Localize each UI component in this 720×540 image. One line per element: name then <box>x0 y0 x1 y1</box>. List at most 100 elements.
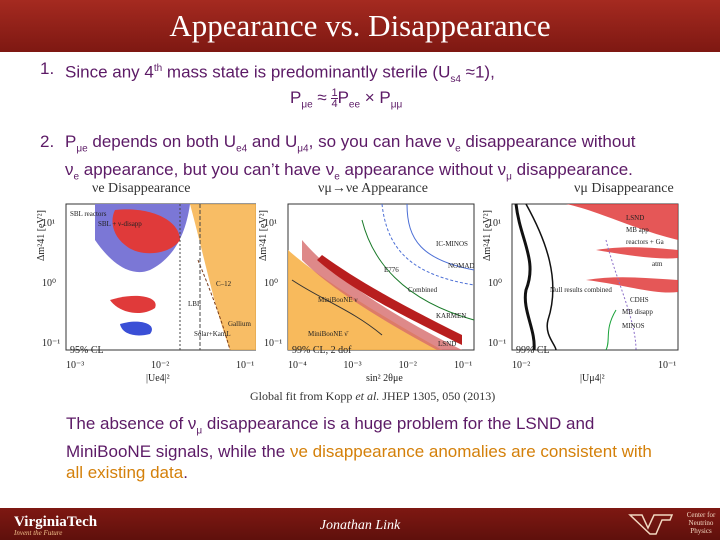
title-bar: Appearance vs. Disappearance <box>0 0 720 52</box>
x-axis-label: |Uμ4|² <box>580 373 605 384</box>
confidence-level-label: 99% CL <box>516 345 550 356</box>
figure-caption: Global fit from Kopp et al. JHEP 1305, 0… <box>250 389 495 404</box>
plot-annotation: LSND <box>438 340 457 348</box>
y-tick-label: 10⁻¹ <box>264 338 283 349</box>
bullet-1-sup: th <box>153 63 163 74</box>
university-name: VirginiaTech <box>14 514 98 530</box>
caption-part: Global fit from Kopp <box>250 389 356 403</box>
b2: ν <box>65 160 74 180</box>
b2: appearance without ν <box>339 160 507 180</box>
formula-approx: ≈ <box>312 88 332 107</box>
b2: appearance, but you can’t have ν <box>79 160 335 180</box>
formula-p: P <box>290 88 302 107</box>
b2: and U <box>247 132 298 151</box>
plot-annotation: atm <box>652 260 663 268</box>
formula-times: × P <box>360 88 391 107</box>
plot-annotation: MINOS <box>622 322 645 330</box>
presenter-name: Jonathan Link <box>319 518 401 533</box>
formula-p: P <box>337 88 349 107</box>
panel-2-label: νμ→νe Appearance <box>318 181 428 196</box>
y-axis-label: Δm²41 [eV²] <box>482 209 494 262</box>
y-axis-label: Δm²41 [eV²] <box>258 209 270 262</box>
panel-2-svg <box>287 203 475 351</box>
formula: Pμe ≈ 1 4Pee × Pμμ <box>290 87 403 111</box>
b2: μ4 <box>297 143 309 155</box>
bullet-number: 2. <box>40 132 55 151</box>
formula-sub: μe <box>301 99 313 111</box>
y-tick-label: 10¹ <box>264 218 277 229</box>
conclusion-part: . <box>183 463 188 483</box>
formula-sub: μμ <box>390 99 403 111</box>
y-axis-label: Δm²41 [eV²] <box>36 209 48 262</box>
plot-annotation: MiniBooNE ν̄ <box>308 330 348 338</box>
b2: depends on both U <box>87 132 237 151</box>
bullet-number: 1. <box>40 59 55 78</box>
plot-annotation: Gallium <box>228 320 251 328</box>
x-tick-label: 10⁻³ <box>343 360 362 371</box>
bullet-1-text: Since any 4th mass state is predominantl… <box>65 58 700 90</box>
confidence-level-label: 95% CL <box>70 345 104 356</box>
y-tick-label: 10⁰ <box>42 278 57 289</box>
panel-3-svg <box>511 203 679 351</box>
b2: , so you can have ν <box>308 132 456 151</box>
plot-annotation: CDHS <box>630 296 649 304</box>
plot-annotation: E776 <box>384 266 399 274</box>
panel-1-svg <box>65 203 256 351</box>
conclusion-highlight: νe disappearance anomalies are consisten… <box>66 442 652 483</box>
x-tick-label: 10⁻¹ <box>236 360 255 371</box>
conclusion-part: The absence of ν <box>66 414 197 433</box>
b2: disappearance without <box>460 132 636 151</box>
panel-3-plot <box>486 200 706 370</box>
plot-annotation: Null results combined <box>550 286 612 294</box>
bullet-list: 1. Since any 4th mass state is predomina… <box>40 58 700 90</box>
bullet-2-text: Pμe depends on both Ue4 and Uμ4, so you … <box>65 131 700 188</box>
plot-annotation: MB app <box>626 226 649 234</box>
b2: e <box>334 171 340 183</box>
y-tick-label: 10⁰ <box>264 278 279 289</box>
panel-3-label: νμ Disappearance <box>574 181 674 196</box>
y-tick-label: 10⁻¹ <box>488 338 507 349</box>
b2: μ <box>506 171 512 183</box>
slide-title: Appearance vs. Disappearance <box>169 8 551 43</box>
university-tagline: Invent the Future <box>14 529 63 537</box>
fraction-num: 1 <box>331 87 338 100</box>
plot-annotation: MB disapp <box>622 308 653 316</box>
y-tick-label: 10¹ <box>42 218 55 229</box>
fraction-den: 4 <box>331 98 338 111</box>
university-logo: VirginiaTech Invent the Future <box>14 513 97 537</box>
plot-annotation: reactors + Ga <box>626 238 664 246</box>
bullet-1-part: Since any 4 <box>65 62 154 82</box>
b2: P <box>65 132 77 151</box>
vt-mark-icon <box>628 514 674 535</box>
x-tick-label: 10⁻¹ <box>658 360 677 371</box>
plot-annotation: Combined <box>408 286 438 294</box>
bullet-list-2: 2. Pμe depends on both Ue4 and Uμ4, so y… <box>40 131 700 188</box>
x-axis-label: |Ue4|² <box>146 373 170 384</box>
footer: VirginiaTech Invent the Future Jonathan … <box>0 508 720 540</box>
plot-annotation: IC-MINOS <box>436 240 468 248</box>
bullet-1-sub: s4 <box>450 74 461 86</box>
x-tick-label: 10⁻² <box>398 360 417 371</box>
bullet-1: 1. Since any 4th mass state is predomina… <box>40 58 700 90</box>
y-tick-label: 10⁰ <box>488 278 503 289</box>
bullet-1-part: ≈1), <box>460 62 495 82</box>
b2: μe <box>76 143 88 155</box>
b2: e <box>455 143 461 155</box>
x-tick-label: 10⁻² <box>151 360 170 371</box>
conclusion-sub: μ <box>196 425 203 437</box>
bullet-2: 2. Pμe depends on both Ue4 and Uμ4, so y… <box>40 131 700 188</box>
conclusion-part: disappearance is a huge problem for the … <box>66 414 595 462</box>
b2: e <box>73 171 80 183</box>
x-tick-label: 10⁻² <box>512 360 531 371</box>
x-tick-label: 10⁻³ <box>66 360 85 371</box>
plot-annotation: KARMEN <box>436 312 467 320</box>
center-name: Center for Neutrino Physics <box>686 511 716 535</box>
formula-sub: ee <box>348 99 361 111</box>
x-axis-label: sin² 2θμe <box>366 373 403 384</box>
panel-1-plot <box>40 200 256 370</box>
conclusion-text: The absence of νμ disappearance is a hug… <box>66 413 666 483</box>
panel-1-label: νe Disappearance <box>92 181 191 196</box>
plot-annotation: C–12 <box>216 280 232 288</box>
plot-annotation: Solar+KamL <box>194 330 231 338</box>
